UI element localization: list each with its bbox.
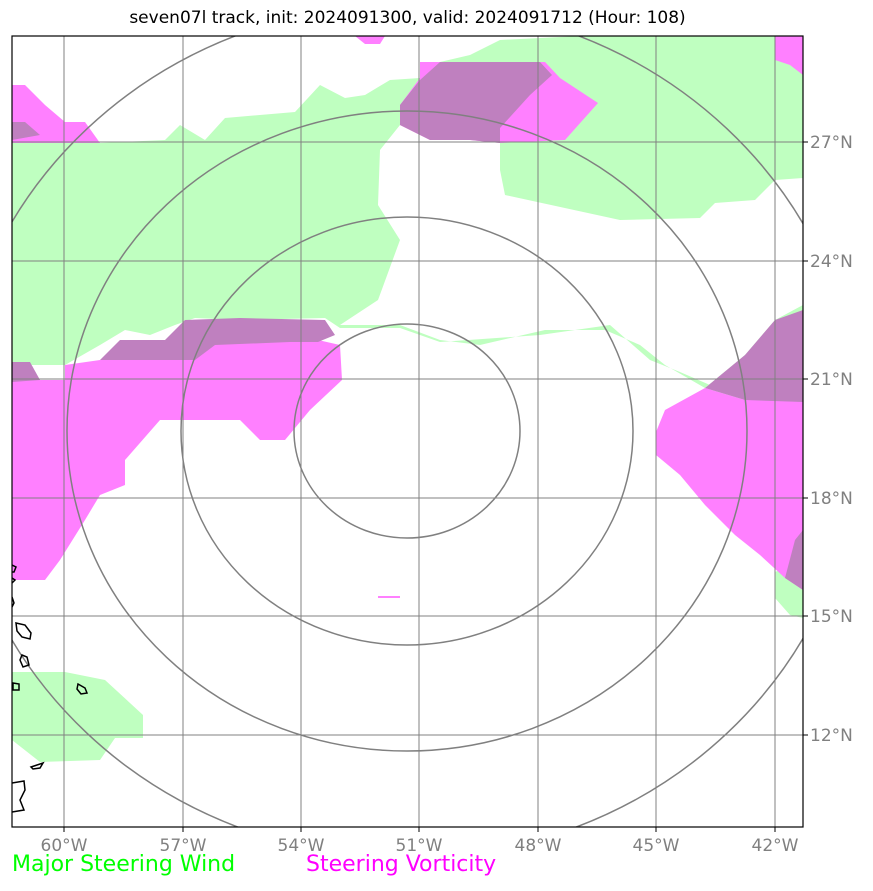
vorticity-region-corner [775, 36, 803, 75]
y-tick-label: 15°N [810, 607, 853, 627]
island-3 [12, 596, 15, 608]
vorticity-region-east [656, 388, 803, 590]
overlap-region-northwest [12, 122, 40, 140]
vorticity-region-top [355, 36, 385, 44]
overlap-region-westedge [12, 362, 40, 382]
y-tick-label: 21°N [810, 370, 853, 390]
x-tick-label: 48°W [515, 836, 562, 856]
overlap-region-southeast [785, 530, 803, 590]
x-tick-label: 54°W [278, 836, 325, 856]
plot-area [12, 36, 803, 827]
overlap-region-east [705, 310, 803, 402]
map-title: seven07l track, init: 2024091300, valid:… [129, 8, 686, 28]
vorticity-region-northwest [12, 85, 100, 143]
island-4 [15, 622, 32, 640]
x-tick-label: 57°W [160, 836, 207, 856]
x-tick-label: 42°W [752, 836, 799, 856]
coastlines [12, 564, 89, 813]
island-8 [29, 761, 45, 770]
gridlines [12, 36, 803, 827]
island-2 [12, 577, 17, 584]
overlap-region-west [100, 318, 335, 360]
tick-marks [63, 141, 808, 832]
ring-outer [66, 110, 748, 752]
x-axis-labels: 60°W 57°W 54°W 51°W 48°W 45°W 42°W [41, 836, 799, 856]
legend-steering-wind: Major Steering Wind [12, 852, 236, 877]
vorticity-region-speck [378, 596, 400, 598]
island-5 [19, 654, 30, 668]
island-6 [12, 682, 20, 691]
plot-frame [11, 35, 804, 828]
x-tick-label: 60°W [41, 836, 88, 856]
wind-region-main [12, 36, 803, 400]
y-tick-label: 27°N [810, 133, 853, 153]
island-9 [12, 780, 26, 813]
ring-middle [180, 216, 634, 646]
wind-region-southwest [12, 672, 143, 762]
y-tick-label: 12°N [810, 726, 853, 746]
ring-inner [293, 323, 521, 539]
legend-steering-vorticity: Steering Vorticity [306, 852, 497, 877]
island-7 [76, 682, 89, 695]
y-axis-labels: 27°N 24°N 21°N 18°N 15°N 12°N [810, 133, 853, 746]
y-tick-label: 24°N [810, 252, 853, 272]
overlap-region-north [400, 62, 552, 143]
y-tick-label: 18°N [810, 489, 853, 509]
x-tick-label: 51°W [396, 836, 443, 856]
x-tick-label: 45°W [633, 836, 680, 856]
distance-rings [12, 36, 803, 827]
vorticity-region-west [12, 335, 342, 580]
island-1 [12, 564, 17, 573]
